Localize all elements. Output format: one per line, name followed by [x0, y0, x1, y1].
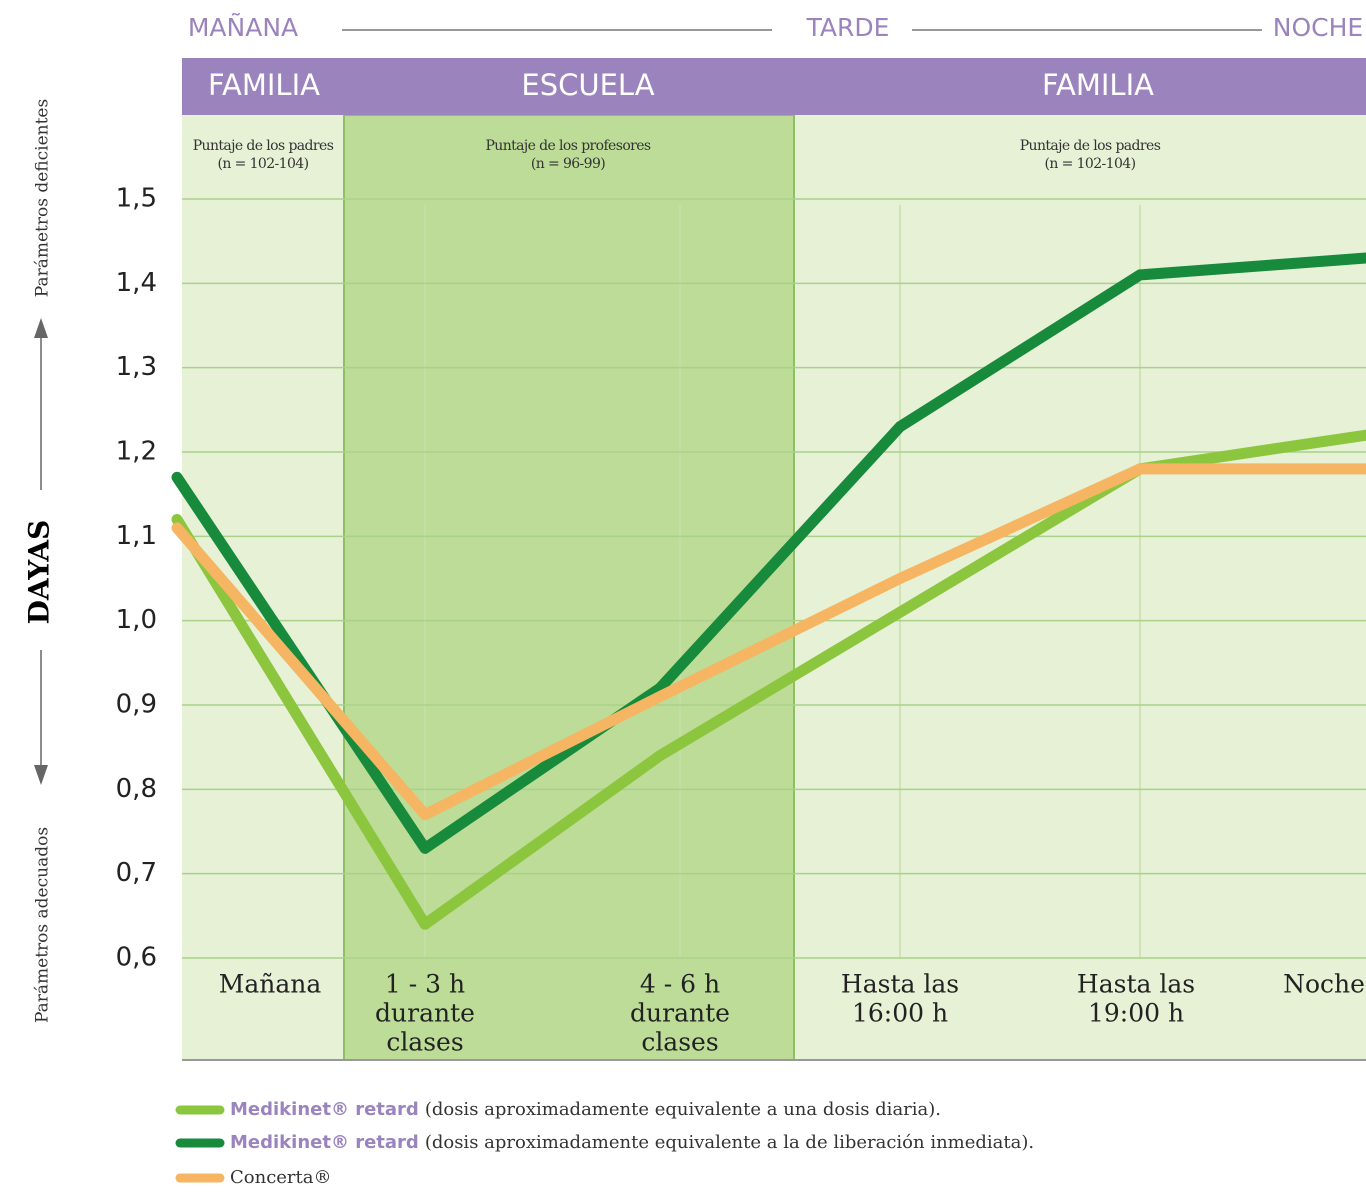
- legend-entry: Medikinet® retard (dosis aproximadamente …: [230, 1099, 941, 1120]
- arrow-head: [34, 318, 48, 338]
- legend-name: Medikinet® retard: [230, 1099, 419, 1120]
- legend-note: (dosis aproximadamente equivalente a la …: [425, 1132, 1034, 1153]
- rater-n: (n = 102-104): [1045, 156, 1136, 172]
- legend-entry: Medikinet® retard (dosis aproximadamente …: [230, 1132, 1034, 1153]
- y-tick-label: 1,4: [116, 268, 157, 298]
- rater-n: (n = 102-104): [218, 156, 309, 172]
- series-line: [171, 463, 1366, 821]
- label-bg: [26, 800, 56, 1045]
- x-tick-label: Noche: [1283, 970, 1365, 999]
- rater-label: Puntaje de los padres: [1020, 138, 1161, 154]
- arrow-head: [34, 765, 48, 785]
- rater-label: Puntaje de los padres: [193, 138, 334, 154]
- legend-name: Medikinet® retard: [230, 1132, 419, 1153]
- x-tick-label: 19:00 h: [1088, 999, 1184, 1028]
- y-tick-label: 1,2: [116, 437, 157, 467]
- header-bar: [182, 58, 1366, 115]
- series-line: [171, 429, 1366, 930]
- y-tick-label: 0,6: [116, 943, 157, 973]
- series-line: [171, 252, 1366, 854]
- rater-label: Puntaje de los profesores: [485, 138, 650, 154]
- x-tick-label: 16:00 h: [852, 999, 948, 1028]
- x-tick-label: Hasta las: [1077, 970, 1195, 999]
- y-tick-label: 1,3: [116, 352, 157, 382]
- y-tick-label: 0,7: [116, 858, 157, 888]
- legend-entry: Concerta®: [230, 1167, 332, 1188]
- x-tick-label: clases: [386, 1028, 463, 1057]
- period-label: MAÑANA: [188, 12, 298, 42]
- y-tick-label: 0,8: [116, 774, 157, 804]
- rater-n: (n = 96-99): [531, 156, 605, 172]
- y-tick-label: 0,9: [116, 690, 157, 720]
- setting-label: FAMILIA: [1042, 68, 1154, 102]
- setting-label: FAMILIA: [208, 68, 320, 102]
- x-tick-label: 1 - 3 h: [385, 970, 465, 999]
- period-label: NOCHE: [1273, 13, 1363, 42]
- legend-name: Concerta®: [230, 1167, 332, 1188]
- label-bg: [26, 90, 56, 305]
- period-label: TARDE: [806, 13, 890, 42]
- x-tick-label: Hasta las: [841, 970, 959, 999]
- label-bg: [26, 490, 56, 650]
- setting-label: ESCUELA: [521, 68, 654, 102]
- y-high-label: Parámetros deficientes: [33, 99, 53, 297]
- y-axis-title: DAYAS: [23, 520, 56, 625]
- x-tick-label: Mañana: [219, 970, 322, 999]
- legend-note: (dosis aproximadamente equivalente a una…: [425, 1099, 941, 1120]
- school-band: [343, 114, 795, 1061]
- y-tick-label: 1,0: [116, 605, 157, 635]
- y-low-label: Parámetros adecuados: [33, 827, 53, 1023]
- y-tick-label: 1,5: [116, 184, 157, 214]
- x-tick-label: durante: [375, 999, 475, 1028]
- x-tick-label: durante: [630, 999, 730, 1028]
- y-tick-label: 1,1: [116, 521, 157, 551]
- x-tick-label: clases: [641, 1028, 718, 1057]
- x-tick-label: 4 - 6 h: [640, 970, 720, 999]
